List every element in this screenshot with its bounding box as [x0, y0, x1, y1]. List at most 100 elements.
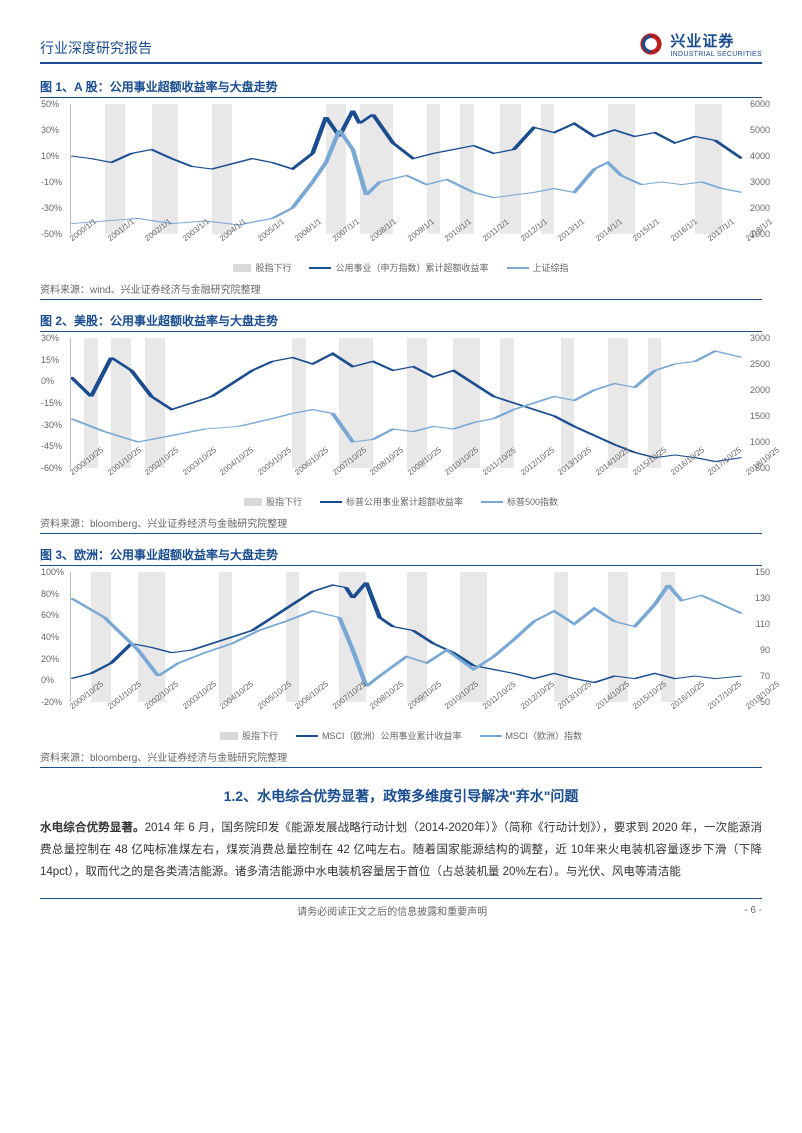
- y-left-tick: 80%: [41, 589, 59, 599]
- x-tick: 2018/10/25: [744, 704, 750, 711]
- x-tick: 2015/10/25: [631, 470, 637, 477]
- chart-legend: 股指下行MSCI（欧洲）公用事业累计收益率MSCI（欧洲）指数: [40, 729, 762, 742]
- x-tick: 2018/1/1: [744, 236, 750, 243]
- chart-plot: 50%30%10%-10%-30%-50%6000500040003000200…: [70, 104, 742, 234]
- y-left-tick: 30%: [41, 333, 59, 343]
- y-left-tick: -15%: [41, 398, 62, 408]
- x-tick: 2001/10/25: [106, 470, 112, 477]
- legend-item: MSCI（欧洲）指数: [480, 729, 583, 742]
- x-tick: 2009/10/25: [406, 470, 412, 477]
- page-header: 行业深度研究报告 兴业证券 INDUSTRIAL SECURITIES: [40, 30, 762, 64]
- x-tick: 2014/10/25: [594, 704, 600, 711]
- x-tick: 2006/10/25: [293, 470, 299, 477]
- x-tick: 2016/1/1: [669, 236, 675, 243]
- x-tick: 2010/1/1: [443, 236, 449, 243]
- y-left-tick: 40%: [41, 632, 59, 642]
- x-tick: 2000/10/25: [68, 470, 74, 477]
- page-footer: 请务必阅读正文之后的信息披露和重要声明 - 6 -: [40, 898, 762, 918]
- x-tick: 2005/1/1: [256, 236, 262, 243]
- x-tick: 2005/10/25: [256, 470, 262, 477]
- y-right-tick: 4000: [750, 151, 770, 161]
- y-right-tick: 3000: [750, 333, 770, 343]
- x-tick: 2010/10/25: [443, 704, 449, 711]
- x-tick: 2012/1/1: [519, 236, 525, 243]
- chart-title: 图 2、美股：公用事业超额收益率与大盘走势: [40, 310, 762, 332]
- y-left-tick: -50%: [41, 229, 62, 239]
- x-tick: 2016/10/25: [669, 704, 675, 711]
- legend-item: 公用事业（申万指数）累计超额收益率: [309, 261, 488, 274]
- y-right-tick: 150: [755, 567, 770, 577]
- chart-source: 资料来源：bloomberg、兴业证券经济与金融研究院整理: [40, 746, 762, 768]
- x-tick: 2007/1/1: [331, 236, 337, 243]
- x-tick: 2001/1/1: [106, 236, 112, 243]
- x-tick: 2011/1/1: [481, 236, 487, 243]
- y-left-tick: 15%: [41, 355, 59, 365]
- x-tick: 2013/10/25: [556, 704, 562, 711]
- y-right-tick: 1000: [750, 437, 770, 447]
- y-left-tick: -45%: [41, 441, 62, 451]
- x-axis: 2000/10/252001/10/252002/10/252003/10/25…: [68, 470, 744, 479]
- x-axis: 2000/1/12001/1/12002/1/12003/1/12004/1/1…: [68, 236, 744, 245]
- x-tick: 2015/1/1: [631, 236, 637, 243]
- y-right-tick: 130: [755, 593, 770, 603]
- legend-item: 股指下行: [233, 261, 291, 274]
- legend-item: 标普500指数: [481, 495, 558, 508]
- y-left-tick: -30%: [41, 420, 62, 430]
- chart-source: 资料来源：wind、兴业证券经济与金融研究院整理: [40, 278, 762, 300]
- y-left-tick: 100%: [41, 567, 64, 577]
- logo-cn: 兴业证券: [670, 30, 762, 51]
- page-number: - 6 -: [744, 905, 762, 916]
- y-right-tick: 90: [760, 645, 770, 655]
- y-right-tick: 70: [760, 671, 770, 681]
- x-tick: 2004/10/25: [218, 470, 224, 477]
- x-tick: 2013/1/1: [556, 236, 562, 243]
- section-title: 1.2、水电综合优势显著，政策多维度引导解决"弃水"问题: [40, 786, 762, 806]
- y-right-tick: 2000: [750, 385, 770, 395]
- x-tick: 2014/10/25: [594, 470, 600, 477]
- x-tick: 2004/10/25: [218, 704, 224, 711]
- y-left-tick: 0%: [41, 376, 54, 386]
- x-tick: 2004/1/1: [218, 236, 224, 243]
- y-left-tick: 50%: [41, 99, 59, 109]
- x-tick: 2011/10/25: [481, 470, 487, 477]
- chart-3: 图 3、欧洲：公用事业超额收益率与大盘走势 100% 80% 60% 40% 20% 0%…: [40, 544, 762, 768]
- chart-2: 图 2、美股：公用事业超额收益率与大盘走势 30% 15% 0% -15% -30% -4…: [40, 310, 762, 534]
- x-tick: 2012/10/25: [519, 470, 525, 477]
- x-tick: 2002/10/25: [143, 704, 149, 711]
- y-left-tick: -30%: [41, 203, 62, 213]
- logo-icon: [638, 31, 664, 57]
- x-tick: 2012/10/25: [519, 704, 525, 711]
- x-tick: 2009/10/25: [406, 704, 412, 711]
- x-tick: 2010/10/25: [443, 470, 449, 477]
- legend-item: 股指下行: [244, 495, 302, 508]
- x-tick: 2009/1/1: [406, 236, 412, 243]
- x-tick: 2013/10/25: [556, 470, 562, 477]
- x-tick: 2017/10/25: [706, 704, 712, 711]
- x-tick: 2001/10/25: [106, 704, 112, 711]
- chart-source: 资料来源：bloomberg、兴业证券经济与金融研究院整理: [40, 512, 762, 534]
- x-tick: 2008/10/25: [368, 470, 374, 477]
- report-type: 行业深度研究报告: [40, 38, 152, 58]
- x-tick: 2006/1/1: [293, 236, 299, 243]
- x-tick: 2003/10/25: [181, 704, 187, 711]
- chart-title: 图 1、A 股：公用事业超额收益率与大盘走势: [40, 76, 762, 98]
- y-left-tick: 0%: [41, 675, 54, 685]
- y-right-tick: 110: [756, 619, 770, 629]
- y-right-tick: 3000: [750, 177, 770, 187]
- x-tick: 2007/10/25: [331, 704, 337, 711]
- chart-title: 图 3、欧洲：公用事业超额收益率与大盘走势: [40, 544, 762, 566]
- chart-legend: 股指下行 公用事业（申万指数）累计超额收益率 上证综指: [40, 261, 762, 274]
- y-right-tick: 2500: [750, 359, 770, 369]
- x-tick: 2015/10/25: [631, 704, 637, 711]
- y-right-tick: 2000: [750, 203, 770, 213]
- x-tick: 2008/10/25: [368, 704, 374, 711]
- y-left-tick: -60%: [41, 463, 62, 473]
- body-lead: 水电综合优势显著。: [40, 822, 145, 834]
- body-paragraph: 水电综合优势显著。2014 年 6 月，国务院印发《能源发展战略行动计划（201…: [40, 818, 762, 884]
- y-right-tick: 1500: [750, 411, 770, 421]
- footer-notice: 请务必阅读正文之后的信息披露和重要声明: [297, 903, 487, 918]
- x-tick: 2016/10/25: [669, 470, 675, 477]
- legend-item: 上证综指: [507, 261, 569, 274]
- y-left-tick: 20%: [41, 654, 59, 664]
- y-left-tick: 60%: [41, 610, 59, 620]
